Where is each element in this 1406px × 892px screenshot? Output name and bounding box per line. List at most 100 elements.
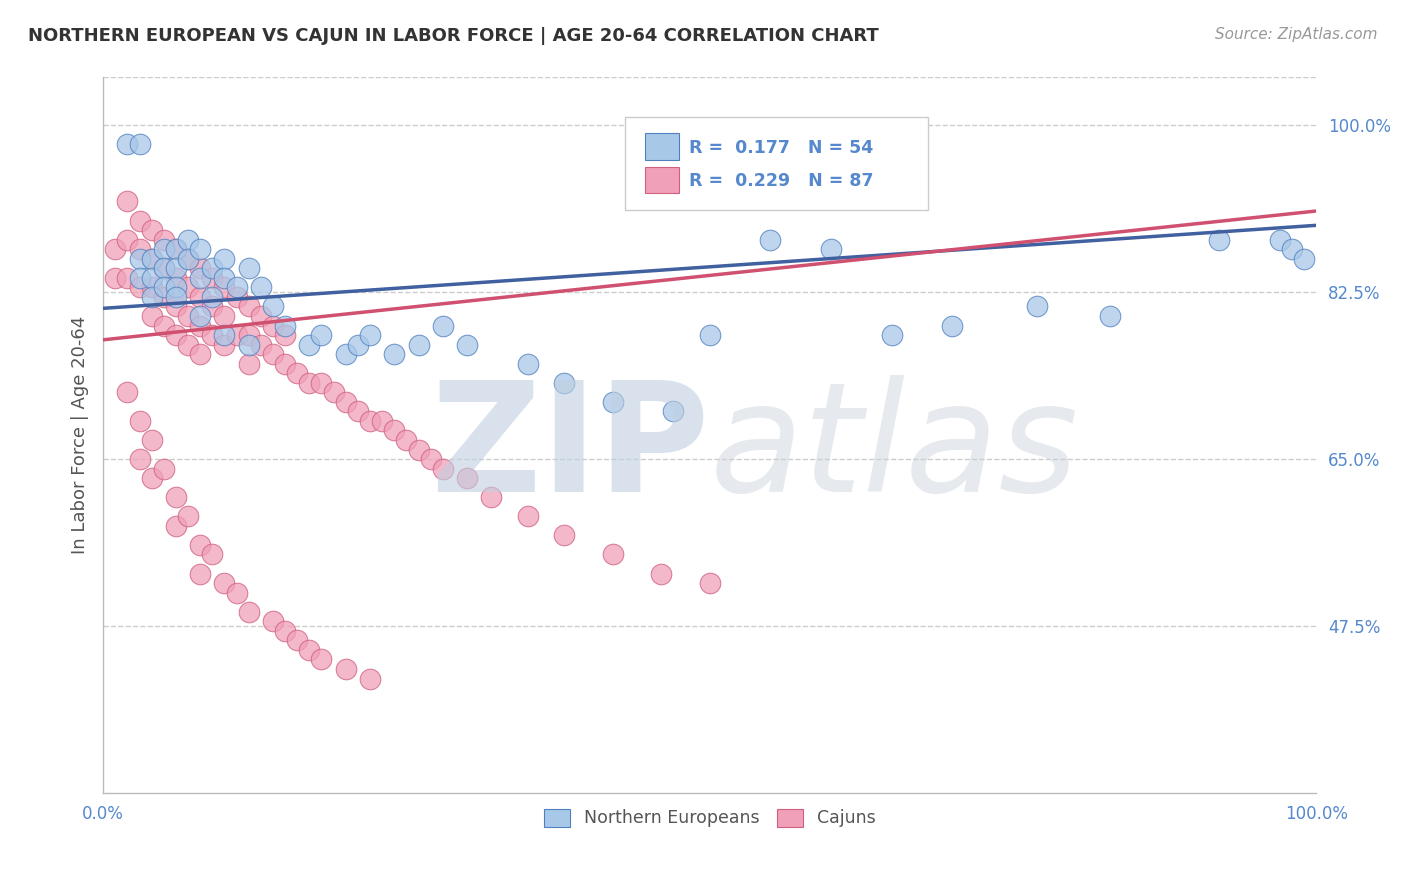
Bar <box>645 167 679 194</box>
Point <box>225 290 247 304</box>
Point <box>1098 309 1121 323</box>
Point <box>188 261 211 276</box>
Point <box>516 509 538 524</box>
Point <box>177 252 200 266</box>
Point <box>214 328 236 343</box>
Point <box>238 300 260 314</box>
Point <box>165 490 187 504</box>
Point <box>285 366 308 380</box>
Point <box>188 538 211 552</box>
Point <box>1268 233 1291 247</box>
Point <box>152 280 174 294</box>
Point <box>117 270 139 285</box>
Point <box>128 270 150 285</box>
Text: ZIP: ZIP <box>430 375 710 524</box>
Point <box>759 233 782 247</box>
Point <box>214 252 236 266</box>
Point <box>188 242 211 256</box>
Text: NORTHERN EUROPEAN VS CAJUN IN LABOR FORCE | AGE 20-64 CORRELATION CHART: NORTHERN EUROPEAN VS CAJUN IN LABOR FORC… <box>28 27 879 45</box>
Point <box>141 471 163 485</box>
Point <box>456 471 478 485</box>
Point <box>188 347 211 361</box>
Point <box>311 376 333 390</box>
Point <box>214 309 236 323</box>
Point <box>104 270 127 285</box>
Point <box>285 633 308 648</box>
Point <box>188 270 211 285</box>
Point <box>602 394 624 409</box>
Point <box>359 672 381 686</box>
Point <box>419 452 441 467</box>
Point <box>262 300 284 314</box>
Point <box>141 223 163 237</box>
Point <box>152 261 174 276</box>
Point <box>188 290 211 304</box>
Point <box>820 242 842 256</box>
Point <box>152 318 174 333</box>
Point <box>177 509 200 524</box>
Y-axis label: In Labor Force | Age 20-64: In Labor Force | Age 20-64 <box>72 316 89 554</box>
Point <box>117 385 139 400</box>
Point <box>274 357 297 371</box>
Point <box>250 337 273 351</box>
Point <box>177 252 200 266</box>
Point <box>225 585 247 599</box>
Point <box>225 328 247 343</box>
Point <box>516 357 538 371</box>
Point <box>262 614 284 628</box>
Point <box>274 328 297 343</box>
Point <box>238 605 260 619</box>
Point <box>117 233 139 247</box>
Point <box>311 328 333 343</box>
Point <box>456 337 478 351</box>
Point <box>298 376 321 390</box>
Point <box>177 337 200 351</box>
Point <box>274 318 297 333</box>
Point <box>214 576 236 591</box>
Text: R =  0.177   N = 54: R = 0.177 N = 54 <box>689 138 873 157</box>
Point <box>201 270 224 285</box>
Point <box>941 318 963 333</box>
Point <box>382 424 405 438</box>
Point <box>152 242 174 256</box>
Point <box>188 318 211 333</box>
Point <box>104 242 127 256</box>
Point <box>152 233 174 247</box>
FancyBboxPatch shape <box>624 117 928 210</box>
Point <box>165 261 187 276</box>
Point <box>250 280 273 294</box>
Point <box>177 309 200 323</box>
Text: atlas: atlas <box>710 375 1078 524</box>
Point <box>141 270 163 285</box>
Point <box>408 337 430 351</box>
Point <box>335 662 357 676</box>
Point <box>165 280 187 294</box>
Point <box>141 309 163 323</box>
Point <box>699 576 721 591</box>
Point <box>141 280 163 294</box>
Point <box>662 404 685 418</box>
Point <box>165 270 187 285</box>
Point <box>141 252 163 266</box>
Point <box>432 318 454 333</box>
Point <box>274 624 297 638</box>
Point <box>262 318 284 333</box>
Point <box>128 242 150 256</box>
Point <box>311 652 333 666</box>
Point <box>201 290 224 304</box>
Point <box>238 337 260 351</box>
Point <box>128 137 150 152</box>
Point <box>165 328 187 343</box>
Point <box>250 309 273 323</box>
Point <box>602 548 624 562</box>
Point <box>553 376 575 390</box>
Point <box>165 242 187 256</box>
Point <box>359 414 381 428</box>
Point <box>117 194 139 209</box>
Point <box>298 337 321 351</box>
Point <box>117 137 139 152</box>
Point <box>165 242 187 256</box>
Point <box>1292 252 1315 266</box>
Point <box>1281 242 1303 256</box>
Point <box>238 261 260 276</box>
